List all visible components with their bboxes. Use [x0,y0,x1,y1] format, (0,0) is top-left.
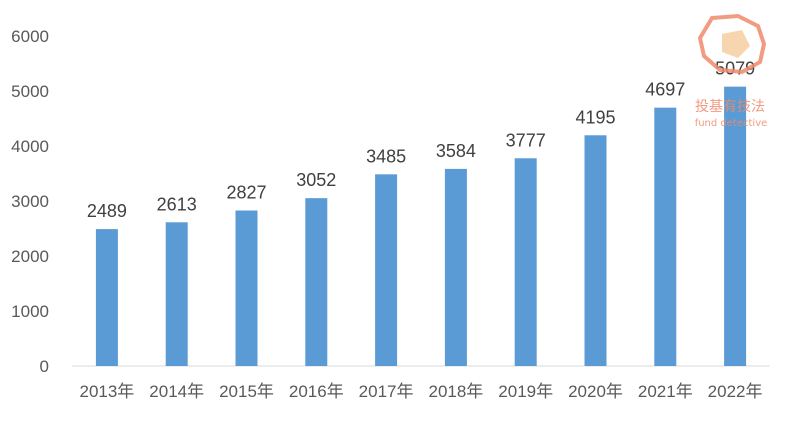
data-label: 4697 [645,80,685,100]
bar [724,86,747,366]
watermark-title: 投基有技法 [695,98,765,115]
bars [95,86,747,366]
y-tick-label: 2000 [11,247,49,266]
bar [305,198,328,366]
watermark-logo: 投基有技法 fund detective [695,13,768,129]
x-tick-label: 2022年 [708,382,763,401]
data-labels: 2489 2613 2827 3052 3485 3584 3777 4195 4697 5079 [87,59,755,221]
x-tick-label: 2020年 [568,382,623,401]
data-label: 3485 [366,146,406,166]
bar [444,168,467,366]
data-label: 2489 [87,201,127,221]
y-axis-ticks: 0 1000 2000 3000 4000 5000 6000 [11,27,49,376]
watermark-subtitle: fund detective [695,118,768,129]
bar [584,135,607,366]
x-tick-label: 2014年 [149,382,204,401]
bar [514,158,537,366]
x-tick-label: 2021年 [638,382,693,401]
y-tick-label: 5000 [11,82,49,101]
watermark-logo-icon [697,13,767,75]
data-label: 5079 [715,59,755,79]
x-tick-label: 2019年 [498,382,553,401]
bar [235,210,258,366]
data-label: 4195 [575,107,615,127]
x-tick-label: 2016年 [289,382,344,401]
bar [95,229,118,366]
data-label: 3584 [436,141,476,161]
data-label: 2827 [226,183,266,203]
y-tick-label: 6000 [11,27,49,46]
x-tick-label: 2018年 [428,382,483,401]
data-label: 3777 [506,130,546,150]
y-tick-label: 4000 [11,137,49,156]
bar [654,107,677,366]
x-tick-label: 2017年 [359,382,414,401]
x-tick-label: 2013年 [79,382,134,401]
y-tick-label: 1000 [11,302,49,321]
x-axis-ticks: 2013年 2014年 2015年 2016年 2017年 2018年 2019年 2020年… [79,382,762,401]
bar [165,222,188,366]
data-label: 3052 [296,170,336,190]
y-tick-label: 3000 [11,192,49,211]
data-label: 2613 [157,194,197,214]
x-tick-label: 2015年 [219,382,274,401]
bar [375,174,398,366]
y-tick-label: 0 [40,357,49,376]
watermark-logo-inner [722,30,750,58]
